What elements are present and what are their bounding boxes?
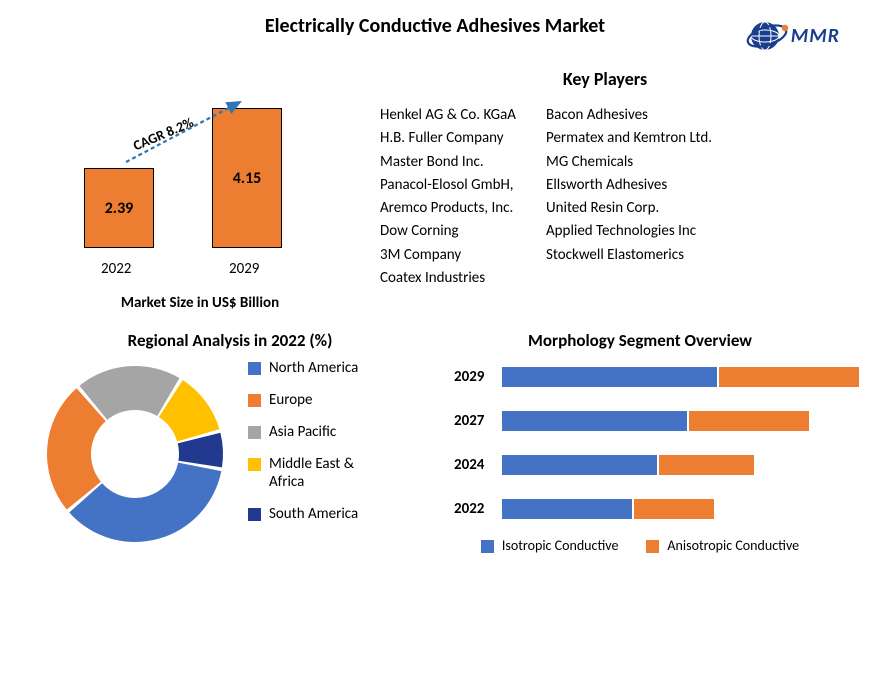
key-players-col-1: Henkel AG & Co. KGaAH.B. Fuller CompanyM… [380, 104, 516, 290]
morphology-year-label: 2022 [454, 500, 502, 518]
logo-text: MMR [791, 24, 840, 48]
key-player-item: Panacol-Elosol GmbH, [380, 174, 516, 197]
regional-legend: North America Europe Asia Pacific Middle Ea… [248, 359, 379, 537]
legend-label: Asia Pacific [269, 423, 336, 441]
key-player-item: Dow Corning [380, 220, 516, 243]
morphology-year-label: 2024 [454, 456, 502, 474]
legend-item: Asia Pacific [248, 423, 379, 441]
morphology-title: Morphology Segment Overview [450, 330, 830, 351]
regional-donut-chart [40, 359, 230, 549]
legend-label: Anisotropic Conductive [667, 537, 799, 554]
morphology-bar [502, 361, 830, 393]
morphology-bar [502, 405, 830, 437]
legend-label: North America [269, 359, 358, 377]
morphology-row: 2027 [454, 405, 830, 437]
market-size-bar-chart: 2.3920224.152029CAGR 8.2% Market Size in… [40, 68, 360, 312]
morphology-year-label: 2027 [454, 412, 502, 430]
morphology-seg-anisotropic [689, 411, 809, 431]
legend-label: Middle East & Africa [269, 455, 379, 491]
globe-icon [745, 14, 789, 58]
page-title: Electrically Conductive Adhesives Market [0, 0, 870, 38]
legend-swatch [248, 458, 261, 471]
key-player-item: 3M Company [380, 244, 516, 267]
key-player-item: MG Chemicals [546, 151, 712, 174]
key-player-item: Henkel AG & Co. KGaA [380, 104, 516, 127]
key-players-title: Key Players [380, 68, 830, 90]
key-player-item: Master Bond Inc. [380, 151, 516, 174]
legend-item: Anisotropic Conductive [646, 537, 799, 554]
morphology-seg-isotropic [502, 411, 687, 431]
cagr-arrow-icon [40, 68, 360, 288]
legend-swatch [248, 508, 261, 521]
key-player-item: Permatex and Kemtron Ltd. [546, 127, 712, 150]
key-player-item: United Resin Corp. [546, 197, 712, 220]
morphology-seg-anisotropic [634, 499, 714, 519]
legend-item: Europe [248, 391, 379, 409]
key-players-panel: Key Players Henkel AG & Co. KGaAH.B. Ful… [380, 68, 830, 312]
key-player-item: Applied Technologies Inc [546, 220, 712, 243]
key-player-item: Bacon Adhesives [546, 104, 712, 127]
legend-swatch [481, 540, 494, 553]
key-player-item: Ellsworth Adhesives [546, 174, 712, 197]
morphology-bar [502, 449, 830, 481]
legend-swatch [248, 362, 261, 375]
morphology-seg-isotropic [502, 499, 632, 519]
legend-item: Middle East & Africa [248, 455, 379, 491]
morphology-seg-isotropic [502, 367, 717, 387]
legend-label: Europe [269, 391, 312, 409]
regional-title: Regional Analysis in 2022 (%) [40, 330, 420, 351]
morphology-row: 2024 [454, 449, 830, 481]
key-player-item: Aremco Products, Inc. [380, 197, 516, 220]
morphology-panel: Morphology Segment Overview 2029 2027 2024… [450, 330, 830, 554]
legend-item: North America [248, 359, 379, 377]
legend-swatch [248, 426, 261, 439]
legend-swatch [248, 394, 261, 407]
legend-label: Isotropic Conductive [502, 537, 619, 554]
morphology-seg-isotropic [502, 455, 657, 475]
morphology-seg-anisotropic [719, 367, 859, 387]
morphology-row: 2029 [454, 361, 830, 393]
key-player-item: H.B. Fuller Company [380, 127, 516, 150]
morphology-row: 2022 [454, 493, 830, 525]
key-players-col-2: Bacon AdhesivesPermatex and Kemtron Ltd.… [546, 104, 712, 290]
legend-swatch [646, 540, 659, 553]
morphology-legend: Isotropic Conductive Anisotropic Conducti… [450, 537, 830, 554]
legend-item: South America [248, 505, 379, 523]
bar-axis-title: Market Size in US$ Billion [40, 294, 360, 312]
regional-analysis-panel: Regional Analysis in 2022 (%) North Amer… [40, 330, 420, 554]
legend-item: Isotropic Conductive [481, 537, 619, 554]
morphology-seg-anisotropic [659, 455, 754, 475]
key-player-item: Stockwell Elastomerics [546, 244, 712, 267]
key-player-item: Coatex Industries [380, 267, 516, 290]
morphology-bar [502, 493, 830, 525]
morphology-year-label: 2029 [454, 368, 502, 386]
legend-label: South America [269, 505, 358, 523]
mmr-logo: MMR [745, 14, 840, 58]
